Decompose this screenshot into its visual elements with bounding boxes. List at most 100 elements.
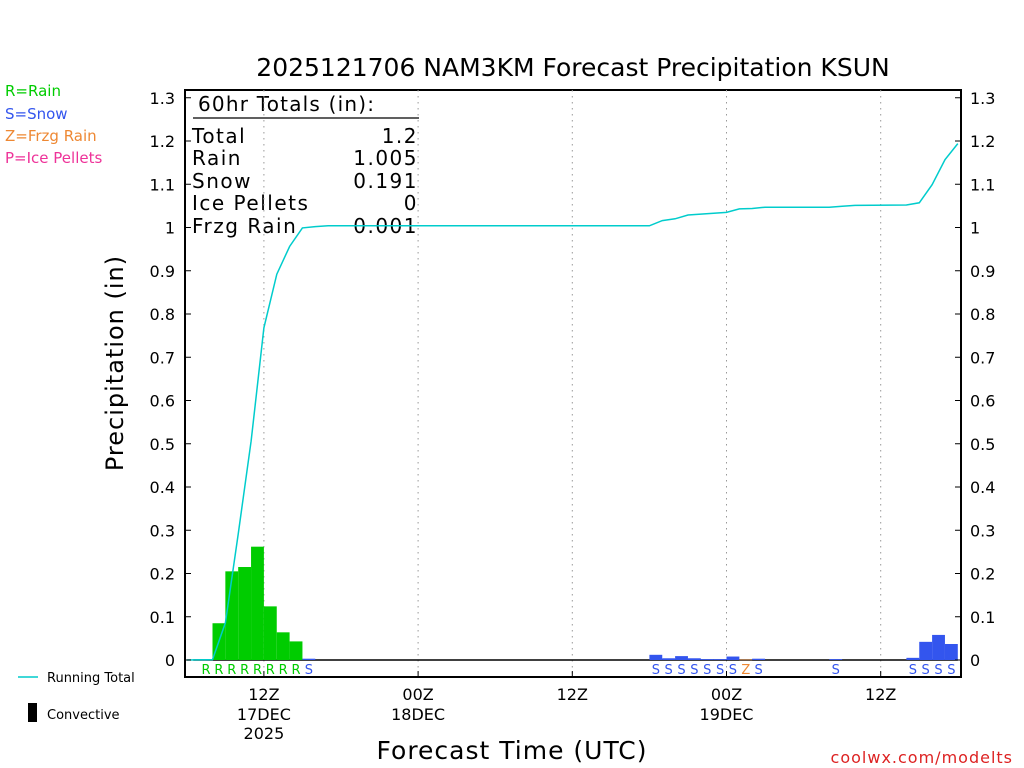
precip-bar: [739, 659, 753, 661]
x-tick-year: 2025: [244, 724, 285, 743]
chart-title: 2025121706 NAM3KM Forecast Precipitation…: [256, 53, 889, 82]
y-tick-label-left: 0.7: [150, 348, 175, 367]
precip-type-code: R: [214, 663, 223, 678]
y-tick-label-left: 0.4: [150, 478, 175, 497]
totals-total-value: 1.2: [382, 124, 418, 148]
y-tick-label-right: 0: [970, 651, 980, 670]
precip-type-code: S: [909, 663, 917, 678]
precip-type-code: R: [266, 663, 275, 678]
precip-bar: [752, 658, 766, 660]
y-tick-label-left: 0.8: [150, 305, 175, 324]
y-tick-label-right: 0.3: [970, 521, 995, 540]
totals-total-label: Total: [191, 124, 246, 148]
precip-bar: [919, 641, 933, 660]
totals-ice-pellets-value: 0: [404, 191, 418, 215]
precip-type-code: S: [652, 663, 660, 678]
y-tick-label-right: 1.3: [970, 89, 995, 108]
precip-bar: [713, 659, 727, 660]
precip-bar: [649, 654, 663, 660]
x-tick-date: 17DEC: [237, 705, 291, 724]
precip-type-code: S: [716, 663, 724, 678]
totals-snow-label: Snow: [192, 169, 252, 193]
precip-bar: [944, 643, 958, 660]
y-tick-label-left: 0.5: [150, 435, 175, 454]
y-tick-label-right: 0.4: [970, 478, 995, 497]
y-tick-label-right: 1: [970, 219, 980, 238]
y-ticks-layer: 0 0 0.1 0.1 0.2 0.2 0.3 0.3 0.4 0.4 0.5 0.5 0.6 0.6 0.…: [150, 89, 996, 670]
totals-ice-pellets-label: Ice Pellets: [192, 191, 309, 215]
y-tick-label-left: 1: [165, 219, 175, 238]
x-tick-label: 12Z: [865, 685, 896, 704]
precip-type-code: R: [253, 663, 262, 678]
running-total-legend-label: Running Total: [47, 671, 135, 686]
precip-type-code: S: [922, 663, 930, 678]
x-tick-label: 00Z: [402, 685, 433, 704]
x-tick-date: 19DEC: [700, 705, 754, 724]
precip-bar: [829, 659, 843, 660]
legend-freezing-rain: Z=Frzg Rain: [5, 127, 97, 145]
y-tick-label-right: 0.7: [970, 348, 995, 367]
precip-bar: [225, 571, 239, 660]
precip-bar: [263, 606, 277, 660]
precip-bar: [675, 656, 688, 660]
precip-bar: [700, 659, 714, 660]
precip-bar: [687, 658, 701, 660]
y-tick-label-left: 0.2: [150, 565, 175, 584]
y-tick-label-left: 1.1: [150, 175, 175, 194]
precip-type-code: S: [754, 663, 762, 678]
precip-type-code: S: [703, 663, 711, 678]
x-tick-date: 18DEC: [391, 705, 445, 724]
precip-bar: [289, 641, 303, 660]
precip-type-code: Z: [741, 663, 750, 678]
y-tick-label-right: 0.6: [970, 392, 995, 411]
precip-bar: [238, 567, 252, 660]
y-tick-label-right: 0.8: [970, 305, 995, 324]
precip-bar: [906, 657, 920, 660]
legend-snow: S=Snow: [5, 105, 68, 123]
line-legend: Running Total Convective: [18, 671, 135, 723]
totals-rain-label: Rain: [192, 146, 242, 170]
y-tick-label-right: 0.9: [970, 262, 995, 281]
running-total-line: [186, 143, 959, 661]
totals-snow-value: 0.191: [353, 169, 418, 193]
precip-type-code: S: [677, 663, 685, 678]
precip-bar: [726, 656, 740, 660]
precip-type-code: S: [690, 663, 698, 678]
precip-bar: [932, 634, 945, 660]
line-layer: [186, 143, 959, 661]
precip-bar: [662, 658, 676, 660]
plot-frame: [184, 89, 962, 678]
legend-rain: R=Rain: [5, 82, 61, 100]
y-tick-label-left: 0.6: [150, 392, 175, 411]
precip-type-code: S: [665, 663, 673, 678]
precip-type-code: R: [279, 663, 288, 678]
legend-ice-pellets: P=Ice Pellets: [5, 149, 102, 167]
convective-legend-label: Convective: [47, 708, 120, 723]
y-tick-label-right: 1.1: [970, 175, 995, 194]
precip-bar: [251, 546, 264, 660]
y-tick-label-left: 0: [165, 651, 175, 670]
precip-type-code: S: [934, 663, 942, 678]
y-tick-label-left: 0.1: [150, 608, 175, 627]
precip-bar: [276, 632, 290, 660]
precip-type-code: S: [305, 663, 313, 678]
credit-text: coolwx.com/modelts: [831, 748, 1013, 767]
x-tick-label: 12Z: [557, 685, 588, 704]
x-tick-label: 00Z: [711, 685, 742, 704]
precip-type-code: R: [292, 663, 301, 678]
precip-type-code: R: [202, 663, 211, 678]
precip-type-code: S: [729, 663, 737, 678]
convective-legend-swatch: [28, 703, 37, 722]
y-tick-label-left: 0.9: [150, 262, 175, 281]
precip-type-code: S: [832, 663, 840, 678]
x-axis-label: Forecast Time (UTC): [377, 736, 648, 765]
precip-type-code: R: [240, 663, 249, 678]
y-axis-label: Precipitation (in): [101, 255, 129, 471]
y-tick-label-right: 0.5: [970, 435, 995, 454]
y-tick-label-left: 1.2: [150, 132, 175, 151]
y-tick-label-right: 0.1: [970, 608, 995, 627]
